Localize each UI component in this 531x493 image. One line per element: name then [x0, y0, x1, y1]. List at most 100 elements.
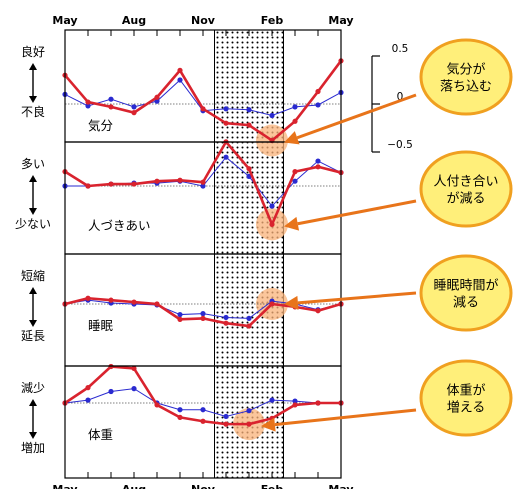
x-label-bottom-0: May	[52, 483, 77, 489]
callout-arrow-1	[297, 199, 417, 226]
panel-frame-2	[64, 253, 342, 367]
double-arrow-down-2	[29, 320, 37, 327]
callout-arrow-2	[297, 291, 417, 305]
top-label-2: 短縮	[21, 268, 45, 283]
red-point-2-8	[246, 323, 252, 329]
callout-bubble-0	[419, 38, 513, 116]
red-point-3-10	[292, 402, 298, 408]
blue-point-2-8	[246, 315, 252, 321]
double-arrow-down-1	[29, 208, 37, 215]
blue-point-1-6	[200, 183, 206, 189]
x-label-bottom-1: Aug	[122, 483, 146, 489]
red-point-0-7	[223, 120, 229, 126]
red-point-2-5	[177, 316, 183, 322]
top-label-1: 多い	[21, 157, 45, 171]
red-point-1-10	[292, 169, 298, 175]
red-point-0-11	[315, 88, 321, 95]
callout-arrowhead-1	[284, 216, 300, 231]
blue-point-1-9	[269, 203, 275, 209]
red-line-3	[64, 365, 341, 426]
x-label-top-4: May	[328, 14, 353, 27]
red-point-3-5	[177, 414, 183, 420]
callout-bubble-1	[419, 150, 513, 228]
blue-point-0-5	[177, 77, 183, 83]
callout-arrowhead-2	[284, 295, 299, 310]
red-point-1-6	[200, 179, 206, 185]
red-point-1-5	[177, 177, 183, 183]
double-arrow-up-3	[29, 399, 37, 406]
red-point-2-4	[154, 301, 160, 307]
bottom-label-3: 増加	[21, 441, 45, 455]
red-point-1-8	[246, 166, 252, 172]
blue-point-3-5	[177, 407, 183, 413]
red-point-3-4	[154, 402, 160, 408]
blue-point-3-6	[200, 407, 206, 413]
blue-point-3-1	[85, 397, 91, 403]
blue-point-0-10	[292, 104, 298, 110]
blue-point-3-3	[131, 386, 137, 392]
red-point-3-6	[200, 418, 206, 424]
double-arrow-up-2	[29, 287, 37, 294]
x-label-top-3: Feb	[261, 14, 284, 27]
blue-point-0-4	[154, 98, 160, 104]
double-arrow-up-1	[29, 175, 37, 182]
callout-text-3-1: 増える	[447, 401, 486, 416]
blue-point-3-7	[223, 413, 229, 420]
red-point-0-5	[177, 67, 183, 73]
blue-point-0-7	[223, 106, 229, 112]
panel-label-3: 体重	[88, 427, 113, 442]
red-point-1-11	[315, 164, 321, 170]
red-point-2-1	[85, 295, 91, 301]
red-point-0-3	[131, 110, 137, 116]
red-point-0-1	[85, 99, 91, 105]
panel-frame-1	[64, 141, 342, 255]
blue-point-1-10	[292, 178, 298, 184]
callout-text-1-0: 人付き合い	[433, 175, 498, 190]
callout-text-3-0: 体重が	[446, 383, 485, 399]
red-point-2-6	[200, 315, 206, 321]
callout-text-1-1: が減る	[446, 191, 485, 207]
blue-point-2-7	[223, 314, 229, 321]
red-point-1-4	[154, 178, 160, 184]
callout-text-2-0: 睡眠時間が	[433, 279, 498, 294]
callout-arrow-3	[274, 408, 417, 427]
callout-text-0-1: 落ち込む	[440, 80, 492, 95]
top-label-0: 良好	[21, 44, 45, 59]
right-axis-label-2: −0.5	[387, 139, 413, 151]
double-arrow-down-0	[29, 96, 37, 103]
callout-text-0-0: 気分が	[446, 62, 485, 78]
red-point-2-7	[223, 320, 229, 326]
x-label-top-1: Aug	[122, 14, 146, 27]
blue-point-0-11	[315, 102, 321, 108]
double-arrow-up-0	[29, 63, 37, 70]
red-point-2-2	[108, 297, 114, 303]
red-point-2-9	[269, 301, 275, 307]
x-label-bottom-3: Feb	[261, 483, 284, 489]
red-point-0-6	[200, 106, 206, 112]
blue-point-0-1	[85, 103, 91, 109]
callout-text-2-1: 減る	[453, 295, 479, 311]
blue-point-1-11	[315, 158, 321, 164]
blue-point-3-9	[269, 397, 275, 403]
blue-point-3-8	[246, 408, 252, 414]
bottom-label-2: 延長	[21, 329, 45, 343]
red-point-3-11	[315, 400, 321, 406]
x-label-top-2: Nov	[191, 14, 216, 27]
x-label-bottom-2: Nov	[191, 483, 216, 489]
bottom-label-0: 不良	[21, 104, 45, 119]
bottom-label-1: 少ない	[15, 217, 51, 231]
red-point-0-8	[246, 122, 252, 128]
right-axis-label-1: 0	[397, 91, 404, 103]
red-point-3-8	[246, 421, 252, 427]
x-label-bottom-4: May	[328, 483, 353, 489]
panel-label-1: 人づきあい	[88, 218, 151, 233]
right-axis-label-0: 0.5	[392, 43, 409, 55]
blue-point-2-6	[200, 311, 206, 317]
top-label-3: 減少	[21, 380, 45, 395]
blue-point-1-7	[223, 154, 229, 160]
red-point-0-2	[108, 104, 114, 110]
red-point-2-11	[315, 308, 321, 314]
red-point-1-1	[85, 183, 91, 189]
